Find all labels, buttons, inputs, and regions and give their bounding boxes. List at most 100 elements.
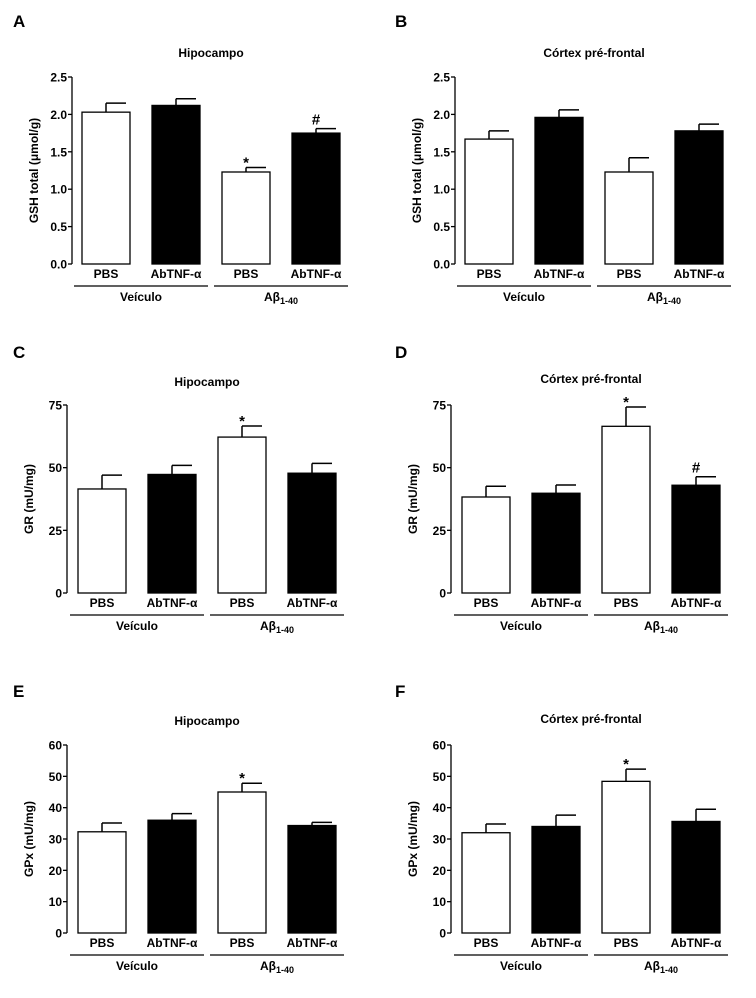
- group-label-main: Veículo: [120, 290, 162, 304]
- x-tick-label: AbTNF-α: [287, 596, 338, 610]
- x-tick-label: PBS: [230, 936, 255, 950]
- y-tick-label: 1.5: [50, 145, 67, 159]
- y-tick-label: 40: [49, 801, 63, 815]
- group-label: Veículo: [503, 290, 545, 304]
- x-tick-label: PBS: [614, 936, 639, 950]
- y-tick-label: 0: [439, 927, 446, 941]
- bar: [531, 492, 581, 594]
- group-label-subscript: 1-40: [276, 625, 294, 635]
- x-tick-label: PBS: [90, 936, 115, 950]
- bar: [601, 780, 651, 934]
- x-tick-label: AbTNF-α: [531, 936, 582, 950]
- y-tick-label: 0.5: [433, 220, 450, 234]
- significance-marker: *: [623, 394, 629, 411]
- group-label-main: Veículo: [116, 619, 158, 633]
- x-tick-label: PBS: [90, 596, 115, 610]
- significance-marker: *: [239, 413, 245, 430]
- y-tick-label: 2.5: [50, 71, 67, 85]
- panel-a: A Hipocampo 0.0 0.5 1.0 1.5 2.0 2.5 GSH total (μ…: [13, 12, 348, 306]
- bar: [217, 791, 267, 934]
- chart-title: Córtex pré-frontal: [540, 712, 641, 726]
- x-tick-label: AbTNF-α: [147, 936, 198, 950]
- panel-e: E Hipocampo 0 10 20 30 40 50 60 GPx (mU/mg) PBS AbT…: [13, 682, 344, 975]
- y-tick-label: 50: [433, 770, 447, 784]
- group-label-main: Aβ: [260, 619, 276, 633]
- x-tick-label: PBS: [477, 267, 502, 281]
- bar: [221, 171, 271, 265]
- group-label: Aβ1-40: [260, 619, 294, 635]
- bar: [531, 825, 581, 934]
- significance-marker: #: [312, 112, 321, 129]
- bar: [287, 472, 337, 594]
- y-tick-label: 25: [49, 524, 63, 538]
- significance-marker: *: [623, 756, 629, 773]
- y-tick-label: 60: [49, 739, 63, 753]
- y-tick-label: 30: [433, 833, 447, 847]
- bar: [534, 116, 584, 265]
- x-tick-label: PBS: [474, 596, 499, 610]
- x-tick-label: AbTNF-α: [534, 267, 585, 281]
- y-tick-label: 30: [49, 833, 63, 847]
- chart-title: Hipocampo: [174, 375, 239, 389]
- y-tick-label: 75: [49, 399, 63, 413]
- bar: [604, 171, 654, 265]
- group-label-main: Veículo: [116, 959, 158, 973]
- chart-title: Córtex pré-frontal: [543, 46, 644, 60]
- group-label-main: Aβ: [260, 959, 276, 973]
- x-tick-label: PBS: [617, 267, 642, 281]
- y-axis-label: GPx (mU/mg): [22, 801, 36, 877]
- bar: [147, 819, 197, 934]
- panel-letter: A: [13, 12, 25, 31]
- group-label-main: Aβ: [264, 290, 280, 304]
- x-tick-label: AbTNF-α: [291, 267, 342, 281]
- panel-letter: D: [395, 343, 407, 362]
- bar: [671, 820, 721, 934]
- y-tick-label: 20: [49, 864, 63, 878]
- chart-title: Hipocampo: [174, 714, 239, 728]
- y-tick-label: 0: [55, 587, 62, 601]
- y-tick-label: 50: [49, 461, 63, 475]
- group-label-subscript: 1-40: [660, 625, 678, 635]
- panel-letter: C: [13, 343, 25, 362]
- x-tick-label: AbTNF-α: [147, 596, 198, 610]
- bar: [81, 111, 131, 265]
- panel-letter: B: [395, 12, 407, 31]
- bar: [464, 138, 514, 265]
- group-label: Veículo: [500, 619, 542, 633]
- panel-letter: F: [395, 682, 405, 701]
- significance-marker: *: [239, 770, 245, 787]
- y-tick-label: 40: [433, 801, 447, 815]
- x-tick-label: AbTNF-α: [531, 596, 582, 610]
- x-tick-label: AbTNF-α: [674, 267, 725, 281]
- group-label: Veículo: [120, 290, 162, 304]
- y-tick-label: 0.0: [50, 258, 67, 272]
- y-tick-label: 50: [49, 770, 63, 784]
- panel-f: F Córtex pré-frontal 0 10 20 30 40 50 60 GPx (mU/…: [395, 682, 728, 975]
- x-tick-label: PBS: [230, 596, 255, 610]
- group-label-subscript: 1-40: [280, 296, 298, 306]
- bar: [291, 132, 341, 265]
- y-tick-label: 0.0: [433, 258, 450, 272]
- bar: [671, 484, 721, 594]
- bar: [461, 832, 511, 934]
- y-axis-label: GR (mU/mg): [22, 464, 36, 534]
- y-tick-label: 50: [433, 461, 447, 475]
- y-tick-label: 1.0: [50, 183, 67, 197]
- y-tick-label: 0.5: [50, 220, 67, 234]
- y-tick-label: 10: [49, 895, 63, 909]
- y-tick-label: 1.0: [433, 183, 450, 197]
- panel-b: B Córtex pré-frontal 0.0 0.5 1.0 1.5 2.0 2.5 GSH…: [395, 12, 731, 306]
- y-tick-label: 75: [433, 399, 447, 413]
- y-tick-label: 25: [433, 524, 447, 538]
- group-label: Aβ1-40: [647, 290, 681, 306]
- group-label-main: Aβ: [644, 959, 660, 973]
- bar: [287, 824, 337, 934]
- significance-marker: *: [243, 155, 249, 172]
- y-tick-label: 20: [433, 864, 447, 878]
- y-tick-label: 0: [439, 587, 446, 601]
- chart-title: Hipocampo: [178, 46, 243, 60]
- bar: [217, 436, 267, 594]
- x-tick-label: AbTNF-α: [671, 936, 722, 950]
- y-axis-label: GSH total (μmol/g): [410, 118, 424, 223]
- y-tick-label: 2.0: [433, 108, 450, 122]
